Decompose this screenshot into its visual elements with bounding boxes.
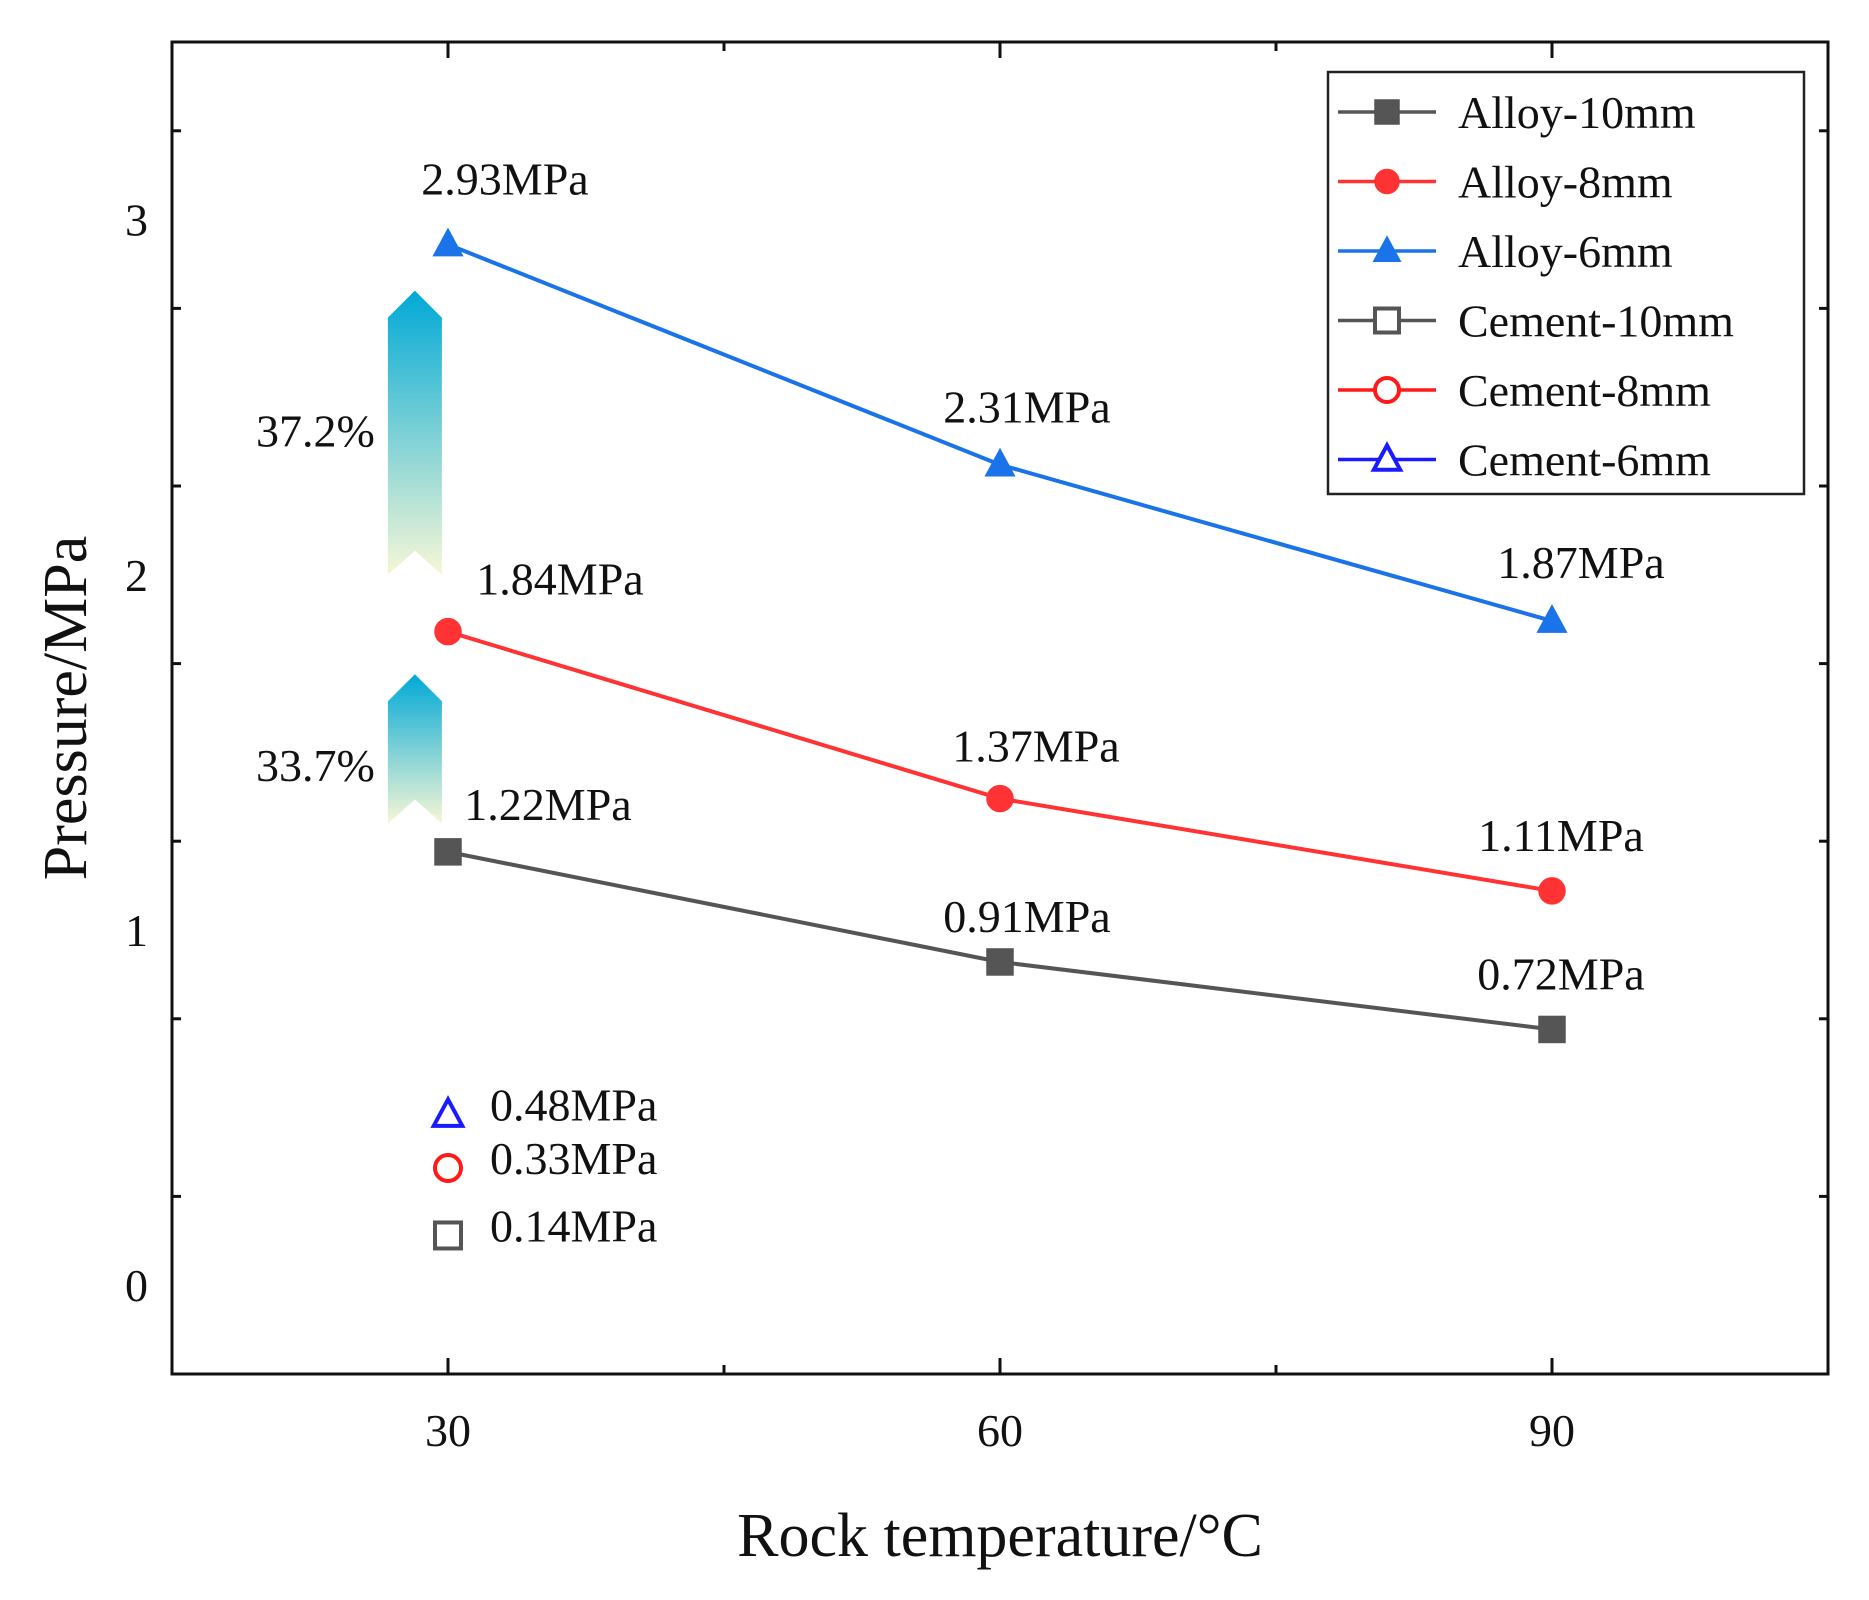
- data-point-cement-6mm: [430, 1095, 466, 1128]
- data-point-alloy-10mm: [1538, 1015, 1566, 1044]
- increase-percent-label: 37.2%: [256, 406, 375, 457]
- data-label-alloy-6mm: 1.87MPa: [1497, 537, 1664, 588]
- legend-swatch-marker: [1372, 235, 1402, 263]
- legend-swatch-marker: [1374, 99, 1400, 125]
- increase-arrow: [387, 674, 442, 824]
- x-axis-title: Rock temperature/°C: [737, 1502, 1263, 1570]
- legend-label: Cement-8mm: [1458, 365, 1711, 416]
- data-point-cement-8mm: [433, 1152, 463, 1183]
- legend-swatch-marker: [1373, 306, 1401, 335]
- data-label-cement-8mm: 0.33MPa: [490, 1133, 657, 1184]
- increase-percent-label: 33.7%: [256, 740, 375, 791]
- data-label-alloy-8mm: 1.11MPa: [1478, 810, 1644, 861]
- y-tick-label: 2: [125, 550, 148, 601]
- data-point-alloy-6mm: [984, 447, 1016, 477]
- data-point-alloy-10mm: [986, 948, 1014, 976]
- legend-label: Alloy-8mm: [1458, 157, 1673, 208]
- data-point-alloy-8mm: [434, 617, 462, 646]
- data-point-alloy-6mm: [1536, 604, 1568, 633]
- legend-label: Cement-10mm: [1458, 296, 1734, 347]
- y-axis-title: Pressure/MPa: [32, 536, 100, 880]
- y-tick-label: 1: [125, 905, 148, 956]
- legend-label: Alloy-10mm: [1458, 87, 1696, 138]
- x-tick-label: 60: [977, 1405, 1023, 1456]
- y-tick-label: 0: [125, 1260, 148, 1311]
- data-point-alloy-8mm: [986, 784, 1014, 813]
- data-label-alloy-10mm: 1.22MPa: [464, 779, 631, 830]
- data-point-alloy-8mm: [1538, 877, 1566, 905]
- data-label-alloy-10mm: 0.72MPa: [1477, 948, 1644, 999]
- legend-box: [1326, 70, 1806, 496]
- data-label-cement-10mm: 0.14MPa: [490, 1200, 657, 1251]
- data-point-cement-10mm: [433, 1220, 463, 1251]
- legend-label: Cement-6mm: [1458, 435, 1711, 486]
- data-label-alloy-6mm: 2.31MPa: [943, 382, 1110, 433]
- y-tick-label: 3: [125, 195, 148, 246]
- x-tick-label: 90: [1529, 1405, 1575, 1456]
- increase-arrow: [387, 290, 442, 575]
- x-tick-label: 30: [425, 1405, 471, 1456]
- legend-swatch-marker: [1374, 168, 1400, 195]
- legend-label: Alloy-6mm: [1458, 226, 1673, 277]
- data-label-alloy-8mm: 1.37MPa: [952, 721, 1119, 772]
- data-label-cement-6mm: 0.48MPa: [490, 1080, 657, 1131]
- data-label-alloy-6mm: 2.93MPa: [421, 153, 588, 204]
- data-label-alloy-8mm: 1.84MPa: [476, 554, 643, 605]
- data-label-alloy-10mm: 0.91MPa: [943, 891, 1110, 942]
- data-point-alloy-10mm: [434, 838, 462, 866]
- legend-swatch-marker: [1373, 376, 1401, 404]
- data-point-alloy-6mm: [432, 227, 464, 257]
- legend-swatch-marker: [1370, 441, 1404, 472]
